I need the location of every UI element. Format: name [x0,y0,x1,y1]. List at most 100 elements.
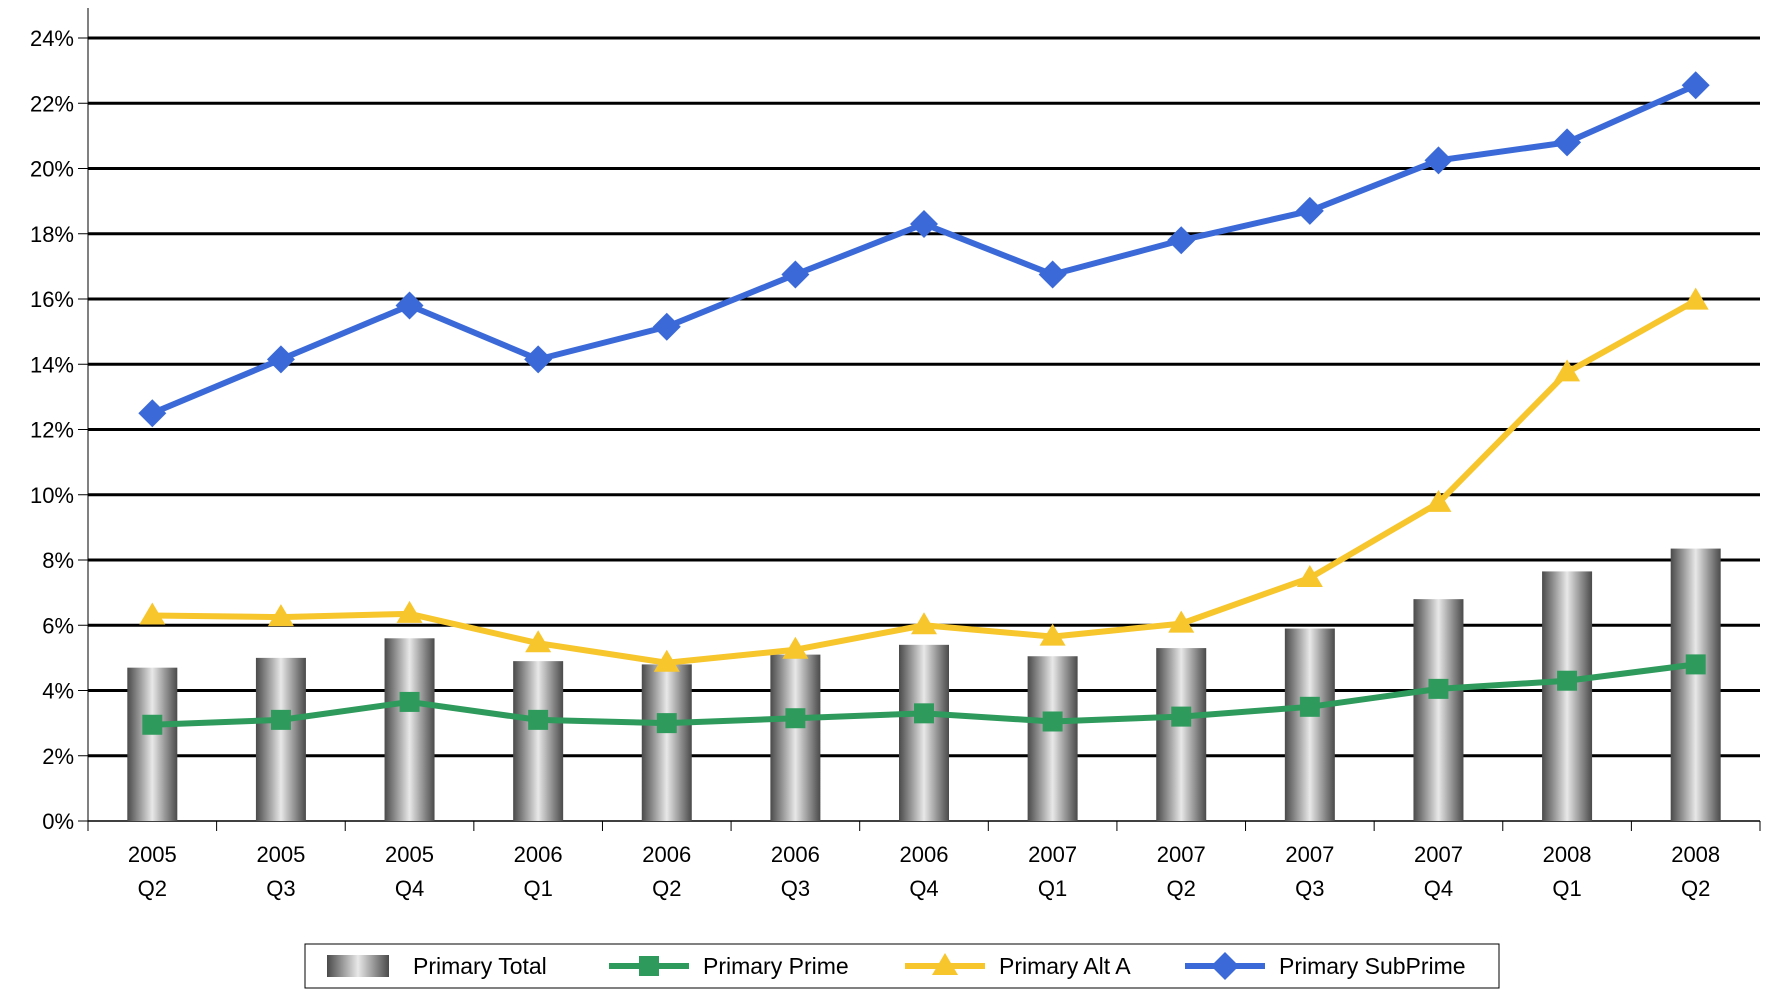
y-tick-label: 22% [30,91,74,116]
primary-alt-a-point [1168,610,1195,633]
primary-total-bar [770,654,821,821]
primary-total-bar [1156,648,1207,821]
primary-prime-point [1428,678,1449,699]
x-tick-label-year: 2005 [128,842,177,867]
primary-total-bar [255,657,306,821]
y-tick-label: 24% [30,26,74,51]
x-tick-label: 2005 Q2 [128,842,177,901]
primary-alt-a-point [653,649,680,672]
primary-alt-a-series [139,287,1709,672]
primary-prime-point [785,708,806,729]
primary-total-bar [1027,656,1078,821]
x-tick-label-year: 2008 [1671,842,1720,867]
primary-subprime-point [1681,71,1710,100]
primary-total-bar [899,644,949,821]
x-tick-label-quarter: Q2 [1167,876,1196,901]
x-tick-label-quarter: Q2 [652,876,681,901]
x-tick-label-quarter: Q3 [266,876,295,901]
x-tick-label: 2005 Q3 [256,842,305,901]
primary-subprime-point [1038,260,1067,289]
primary-alt-a-point [1682,287,1709,310]
legend-label-primary-alt-a: Primary Alt A [999,953,1131,979]
primary-alt-a-point [911,612,937,635]
primary-prime-point [1171,706,1192,727]
x-tick-label-year: 2007 [1028,842,1077,867]
primary-subprime-point [524,345,553,374]
x-tick-label: 2006 Q3 [771,842,820,901]
primary-subprime-point [138,399,167,428]
primary-prime-point [914,703,934,724]
legend-marker-primary-subprime [1211,952,1239,980]
primary-subprime-point [910,209,938,238]
primary-alt-a-point [1039,623,1066,646]
primary-subprime-point [781,260,810,289]
primary-alt-a-point [1296,564,1323,587]
x-tick-label: 2008 Q2 [1671,842,1720,901]
x-tick-label: 2007 Q2 [1157,842,1206,901]
primary-total-bar [1670,548,1721,821]
legend-label-primary-prime: Primary Prime [703,953,849,979]
y-tick-labels: 0% 2% 4% 6% 8% 10% 12% 14% 16% 18% 20% 22% 24% [30,26,74,834]
x-tick-label: 2007 Q4 [1414,842,1463,901]
x-tick-label-quarter: Q4 [395,876,424,901]
primary-subprime-point [1295,196,1324,225]
legend-swatch-primary-total [327,955,389,977]
y-tick-label: 20% [30,157,74,182]
x-tick-label-year: 2007 [1414,842,1463,867]
primary-subprime-point [652,312,681,341]
x-tick-label-year: 2007 [1285,842,1334,867]
primary-prime-series [142,654,1706,735]
x-tick-label-quarter: Q4 [909,876,938,901]
primary-subprime-point [1553,128,1582,157]
x-tick-label-quarter: Q2 [1681,876,1710,901]
primary-alt-a-line [152,298,1698,666]
primary-prime-point [270,709,291,730]
legend-marker-primary-alt-a [932,953,958,975]
primary-prime-point [656,713,677,734]
primary-prime-point [1557,670,1578,691]
x-tick-label: 2007 Q1 [1028,842,1077,901]
primary-prime-point [142,714,163,735]
x-tick-label-year: 2006 [771,842,820,867]
primary-total-bar [384,638,435,821]
primary-total-bar [641,664,692,821]
y-tick-label: 12% [30,418,74,443]
x-tick-label: 2007 Q3 [1285,842,1334,901]
primary-subprime-point [1167,226,1196,255]
y-tick-label: 4% [42,679,74,704]
x-tick-label-quarter: Q1 [523,876,552,901]
primary-total-bar [1284,628,1335,821]
x-tick-label-year: 2005 [385,842,434,867]
primary-alt-a-point [1554,359,1581,382]
x-tick-label-quarter: Q2 [138,876,167,901]
primary-alt-a-point [267,604,294,627]
y-tick-label: 14% [30,352,74,377]
x-tick-label-year: 2006 [514,842,563,867]
primary-total-bar [513,661,564,821]
y-tick-label: 0% [42,809,74,834]
legend-marker-primary-prime [639,956,659,976]
x-tick-label-year: 2006 [900,842,949,867]
bar-series [127,548,1721,821]
primary-total-bar [1542,571,1593,821]
primary-prime-point [1042,711,1063,732]
x-tick-label-year: 2007 [1157,842,1206,867]
primary-alt-a-point [396,600,423,623]
primary-prime-point [399,691,420,712]
y-tick-label: 2% [42,744,74,769]
primary-subprime-point [266,345,295,374]
y-tick-label: 18% [30,222,74,247]
primary-alt-a-point [139,602,166,625]
y-tick-label: 6% [42,613,74,638]
primary-subprime-series [138,71,1710,428]
primary-subprime-point [1424,146,1453,175]
primary-prime-point [1299,696,1320,717]
primary-prime-point [1685,654,1706,675]
y-tick-label: 10% [30,483,74,508]
x-tick-label-quarter: Q1 [1038,876,1067,901]
x-tick-label-year: 2008 [1543,842,1592,867]
legend-label-primary-total: Primary Total [413,953,547,979]
